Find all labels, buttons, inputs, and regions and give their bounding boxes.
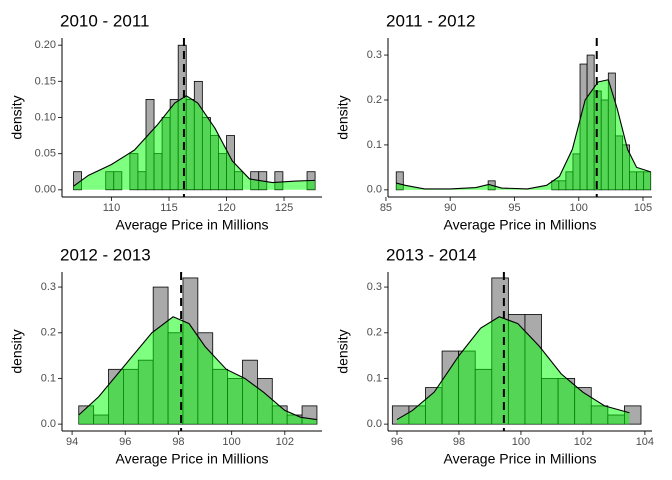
- y-tick-label: 0.1: [41, 372, 56, 384]
- x-tick-label: 120: [217, 202, 235, 214]
- density-area: [396, 79, 651, 190]
- y-tick-label: 0.3: [41, 281, 56, 293]
- y-tick-label: 0.3: [367, 49, 382, 61]
- x-tick-label: 98: [172, 436, 184, 448]
- y-axis-label: density: [335, 95, 351, 139]
- x-axis-label: Average Price in Millions: [115, 217, 268, 233]
- x-tick-label: 85: [380, 202, 392, 214]
- density-curve: [396, 79, 651, 190]
- x-tick-label: 95: [508, 202, 520, 214]
- x-tick-label: 94: [66, 436, 78, 448]
- y-tick-label: 0.1: [367, 139, 382, 151]
- x-tick-label: 98: [453, 436, 465, 448]
- y-tick-label: 0.2: [367, 327, 382, 339]
- x-tick-label: 102: [574, 436, 592, 448]
- density-area: [396, 316, 630, 425]
- x-tick-label: 110: [103, 202, 121, 214]
- x-tick-label: 102: [276, 436, 294, 448]
- y-tick-label: 0.10: [35, 111, 56, 123]
- y-tick-label: 0.2: [367, 94, 382, 106]
- density-area: [73, 95, 316, 190]
- x-tick-label: 96: [391, 436, 403, 448]
- density-area: [78, 316, 317, 425]
- y-tick-label: 0.0: [367, 184, 382, 196]
- panel-title: 2012 - 2013: [60, 245, 151, 264]
- density-curve: [73, 95, 316, 187]
- y-tick-label: 0.05: [35, 148, 56, 160]
- y-tick-label: 0.2: [41, 327, 56, 339]
- y-tick-label: 0.20: [35, 39, 56, 51]
- y-tick-label: 0.0: [41, 418, 56, 430]
- y-tick-label: 0.00: [35, 184, 56, 196]
- panel-title: 2011 - 2012: [386, 11, 475, 30]
- y-tick-label: 0.1: [367, 372, 382, 384]
- x-tick-label: 125: [275, 202, 293, 214]
- density-curve: [78, 316, 317, 421]
- x-tick-label: 105: [634, 202, 652, 214]
- x-axis-label: Average Price in Millions: [443, 217, 596, 233]
- x-axis-label: Average Price in Millions: [443, 451, 596, 467]
- x-tick-label: 90: [444, 202, 456, 214]
- y-axis-label: density: [9, 329, 25, 373]
- x-tick-label: 96: [119, 436, 131, 448]
- panel-title: 2010 - 2011: [60, 11, 149, 30]
- y-axis-label: density: [335, 329, 351, 373]
- x-tick-label: 115: [160, 202, 178, 214]
- y-tick-label: 0.15: [35, 75, 56, 87]
- y-axis-label: density: [9, 95, 25, 139]
- x-tick-label: 100: [222, 436, 240, 448]
- density-curve: [396, 316, 630, 421]
- panel-title: 2013 - 2014: [386, 245, 477, 264]
- y-tick-label: 0.3: [367, 281, 382, 293]
- y-tick-label: 0.0: [367, 418, 382, 430]
- x-axis-label: Average Price in Millions: [115, 451, 268, 467]
- x-tick-label: 104: [636, 436, 654, 448]
- x-tick-label: 100: [512, 436, 530, 448]
- x-tick-label: 100: [570, 202, 588, 214]
